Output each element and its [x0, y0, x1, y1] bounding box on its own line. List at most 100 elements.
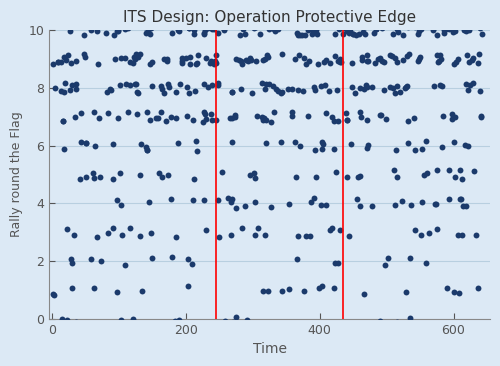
Point	[372, 60, 380, 66]
Y-axis label: Rally round the Flag: Rally round the Flag	[10, 112, 22, 237]
Point	[174, 318, 182, 324]
Point	[350, 31, 358, 37]
Point	[438, 145, 446, 150]
Point	[438, 83, 446, 89]
Point	[231, 112, 239, 118]
Point	[402, 84, 410, 90]
Point	[295, 52, 303, 57]
Point	[450, 61, 458, 67]
Point	[112, 23, 120, 29]
Point	[420, 172, 428, 178]
Point	[356, 85, 364, 91]
Point	[348, 84, 356, 90]
Point	[285, 286, 293, 292]
Point	[90, 285, 98, 291]
Point	[228, 199, 235, 205]
Point	[62, 57, 70, 63]
Point	[318, 139, 326, 145]
Point	[470, 168, 478, 174]
Point	[440, 27, 448, 33]
Point	[445, 26, 453, 31]
Point	[355, 31, 363, 37]
Point	[88, 27, 96, 33]
Point	[164, 81, 172, 87]
Point	[451, 115, 459, 120]
Point	[458, 232, 466, 238]
Point	[449, 29, 457, 34]
Point	[331, 53, 339, 59]
Point	[386, 52, 394, 58]
Point	[328, 225, 336, 231]
Point	[93, 234, 101, 240]
Point	[110, 32, 118, 38]
Point	[351, 90, 359, 96]
Point	[344, 26, 352, 31]
Point	[109, 225, 117, 231]
Point	[104, 231, 112, 236]
Point	[204, 25, 212, 31]
Point	[215, 234, 223, 240]
Point	[306, 232, 314, 238]
Point	[284, 86, 292, 92]
Point	[346, 22, 354, 28]
Point	[404, 141, 412, 146]
Point	[478, 113, 486, 119]
Point	[54, 59, 62, 65]
Point	[90, 109, 98, 115]
Point	[464, 27, 472, 33]
Point	[478, 31, 486, 37]
Point	[200, 111, 208, 117]
Point	[451, 28, 459, 34]
Point	[142, 30, 150, 36]
Point	[130, 54, 138, 60]
Point	[392, 147, 400, 153]
Point	[252, 59, 260, 64]
Point	[364, 52, 372, 58]
Point	[212, 52, 220, 57]
Point	[116, 170, 124, 176]
Point	[445, 197, 453, 202]
Point	[191, 88, 199, 94]
Point	[422, 170, 430, 176]
Point	[448, 111, 456, 117]
Point	[300, 288, 308, 294]
Point	[406, 315, 414, 321]
Point	[330, 146, 338, 152]
Point	[113, 27, 121, 33]
Point	[60, 54, 68, 60]
Point	[274, 88, 282, 94]
Point	[133, 89, 141, 95]
Point	[278, 51, 286, 57]
Point	[363, 117, 371, 123]
Point	[292, 257, 300, 262]
Point	[103, 89, 111, 95]
Point	[364, 142, 372, 147]
Point	[182, 84, 190, 90]
Point	[148, 23, 156, 29]
Point	[439, 113, 447, 119]
Point	[130, 316, 138, 322]
Point	[176, 29, 184, 34]
Point	[253, 113, 261, 119]
Point	[340, 25, 348, 31]
Point	[144, 29, 152, 34]
Point	[130, 81, 138, 87]
Point	[334, 118, 342, 124]
Point	[252, 24, 260, 30]
Point	[259, 288, 267, 294]
Point	[334, 26, 342, 32]
Point	[388, 53, 396, 59]
Point	[346, 28, 354, 34]
Point	[214, 30, 222, 36]
Point	[77, 111, 85, 116]
Point	[372, 26, 380, 32]
Point	[210, 321, 218, 327]
Point	[163, 58, 171, 64]
Point	[116, 82, 124, 87]
Point	[462, 203, 470, 209]
Point	[250, 25, 258, 31]
Point	[132, 81, 140, 86]
Point	[61, 81, 69, 86]
Point	[354, 174, 362, 180]
Point	[266, 81, 274, 86]
